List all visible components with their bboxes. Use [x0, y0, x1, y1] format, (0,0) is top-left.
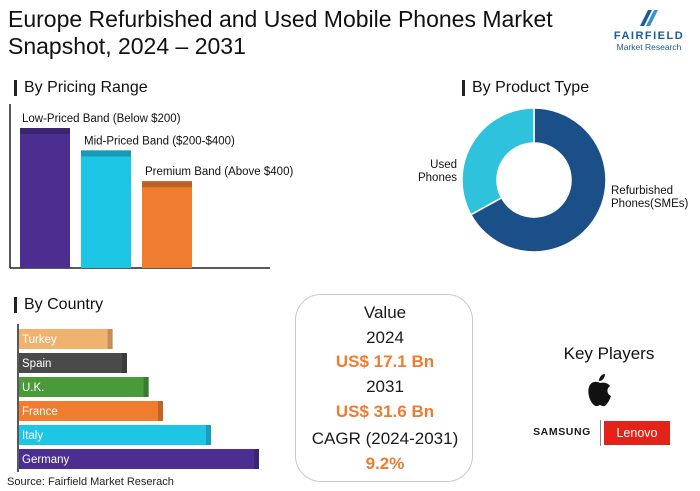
pricing-bar	[81, 150, 131, 268]
pricing-bar-label: Low-Priced Band (Below $200)	[22, 113, 181, 125]
country-chart: Turkey Spain U.K. France Italy Germany	[17, 324, 259, 472]
pricing-bar-cap	[20, 128, 70, 134]
country-bar	[19, 449, 259, 469]
logo-brand: FAIRFIELD	[613, 30, 685, 42]
pricing-bar-label: Mid-Priced Band ($200-$400)	[84, 135, 235, 147]
product-label-used: Used Phones	[418, 159, 457, 184]
key-players-title: Key Players	[563, 344, 655, 363]
country-bar-cap	[107, 329, 113, 349]
country-bar-cap	[206, 425, 211, 445]
country-bar-cap	[254, 449, 259, 469]
country-bar-label: U.K.	[22, 382, 44, 394]
pricing-bar	[20, 128, 70, 268]
country-bar-label: Turkey	[22, 334, 57, 346]
fairfield-logo: FAIRFIELD Market Research	[604, 8, 694, 54]
value-2031: US$ 31.6 Bn	[335, 402, 435, 421]
apple-logo-icon	[588, 374, 611, 407]
pricing-bar	[142, 181, 192, 268]
country-bar-label: Germany	[22, 454, 70, 466]
product-slice	[469, 107, 607, 253]
country-bar	[19, 353, 127, 373]
product-chart: Refurbished Phones(SMEs) Used Phones	[418, 107, 689, 253]
logo-divider	[600, 420, 601, 446]
country-bar-label: Spain	[22, 358, 51, 370]
pricing-bar-cap	[142, 181, 192, 188]
country-bar	[19, 425, 211, 445]
lenovo-logo: Lenovo	[604, 421, 670, 445]
source-note: Source: Fairfield Market Reserach	[7, 476, 174, 488]
samsung-logo: SAMSUNG	[533, 426, 591, 438]
product-slice	[461, 107, 535, 216]
pricing-heading: By Pricing Range	[14, 80, 148, 96]
pricing-bar-label: Premium Band (Above $400)	[145, 166, 293, 178]
product-label-refurbished: Refurbished Phones(SMEs)	[611, 185, 689, 210]
country-bar-label: Italy	[22, 430, 43, 442]
country-bar-cap	[158, 401, 163, 421]
country-bar-cap	[143, 377, 149, 397]
country-bar-label: France	[22, 406, 58, 418]
country-bar	[19, 401, 163, 421]
logo-mark-icon	[640, 10, 658, 26]
country-heading: By Country	[14, 297, 103, 313]
page-title: Europe Refurbished and Used Mobile Phone…	[8, 6, 553, 59]
value-year-2031: 2031	[366, 377, 404, 396]
cagr-value: 9.2%	[365, 454, 405, 473]
country-bar	[19, 377, 149, 397]
value-2024: US$ 17.1 Bn	[335, 352, 435, 371]
value-year-2024: 2024	[366, 328, 404, 347]
logo-subtitle: Market Research	[616, 42, 682, 52]
product-heading: By Product Type	[462, 80, 589, 96]
value-title: Value	[363, 303, 407, 322]
country-bar-cap	[122, 353, 127, 373]
country-bar	[19, 329, 113, 349]
cagr-label: CAGR (2024-2031)	[311, 429, 459, 448]
pricing-bar-cap	[81, 150, 131, 157]
value-box: Value 2024 US$ 17.1 Bn 2031 US$ 31.6 Bn …	[295, 294, 473, 482]
pricing-chart: Low-Priced Band (Below $200) Mid-Priced B…	[9, 104, 293, 269]
